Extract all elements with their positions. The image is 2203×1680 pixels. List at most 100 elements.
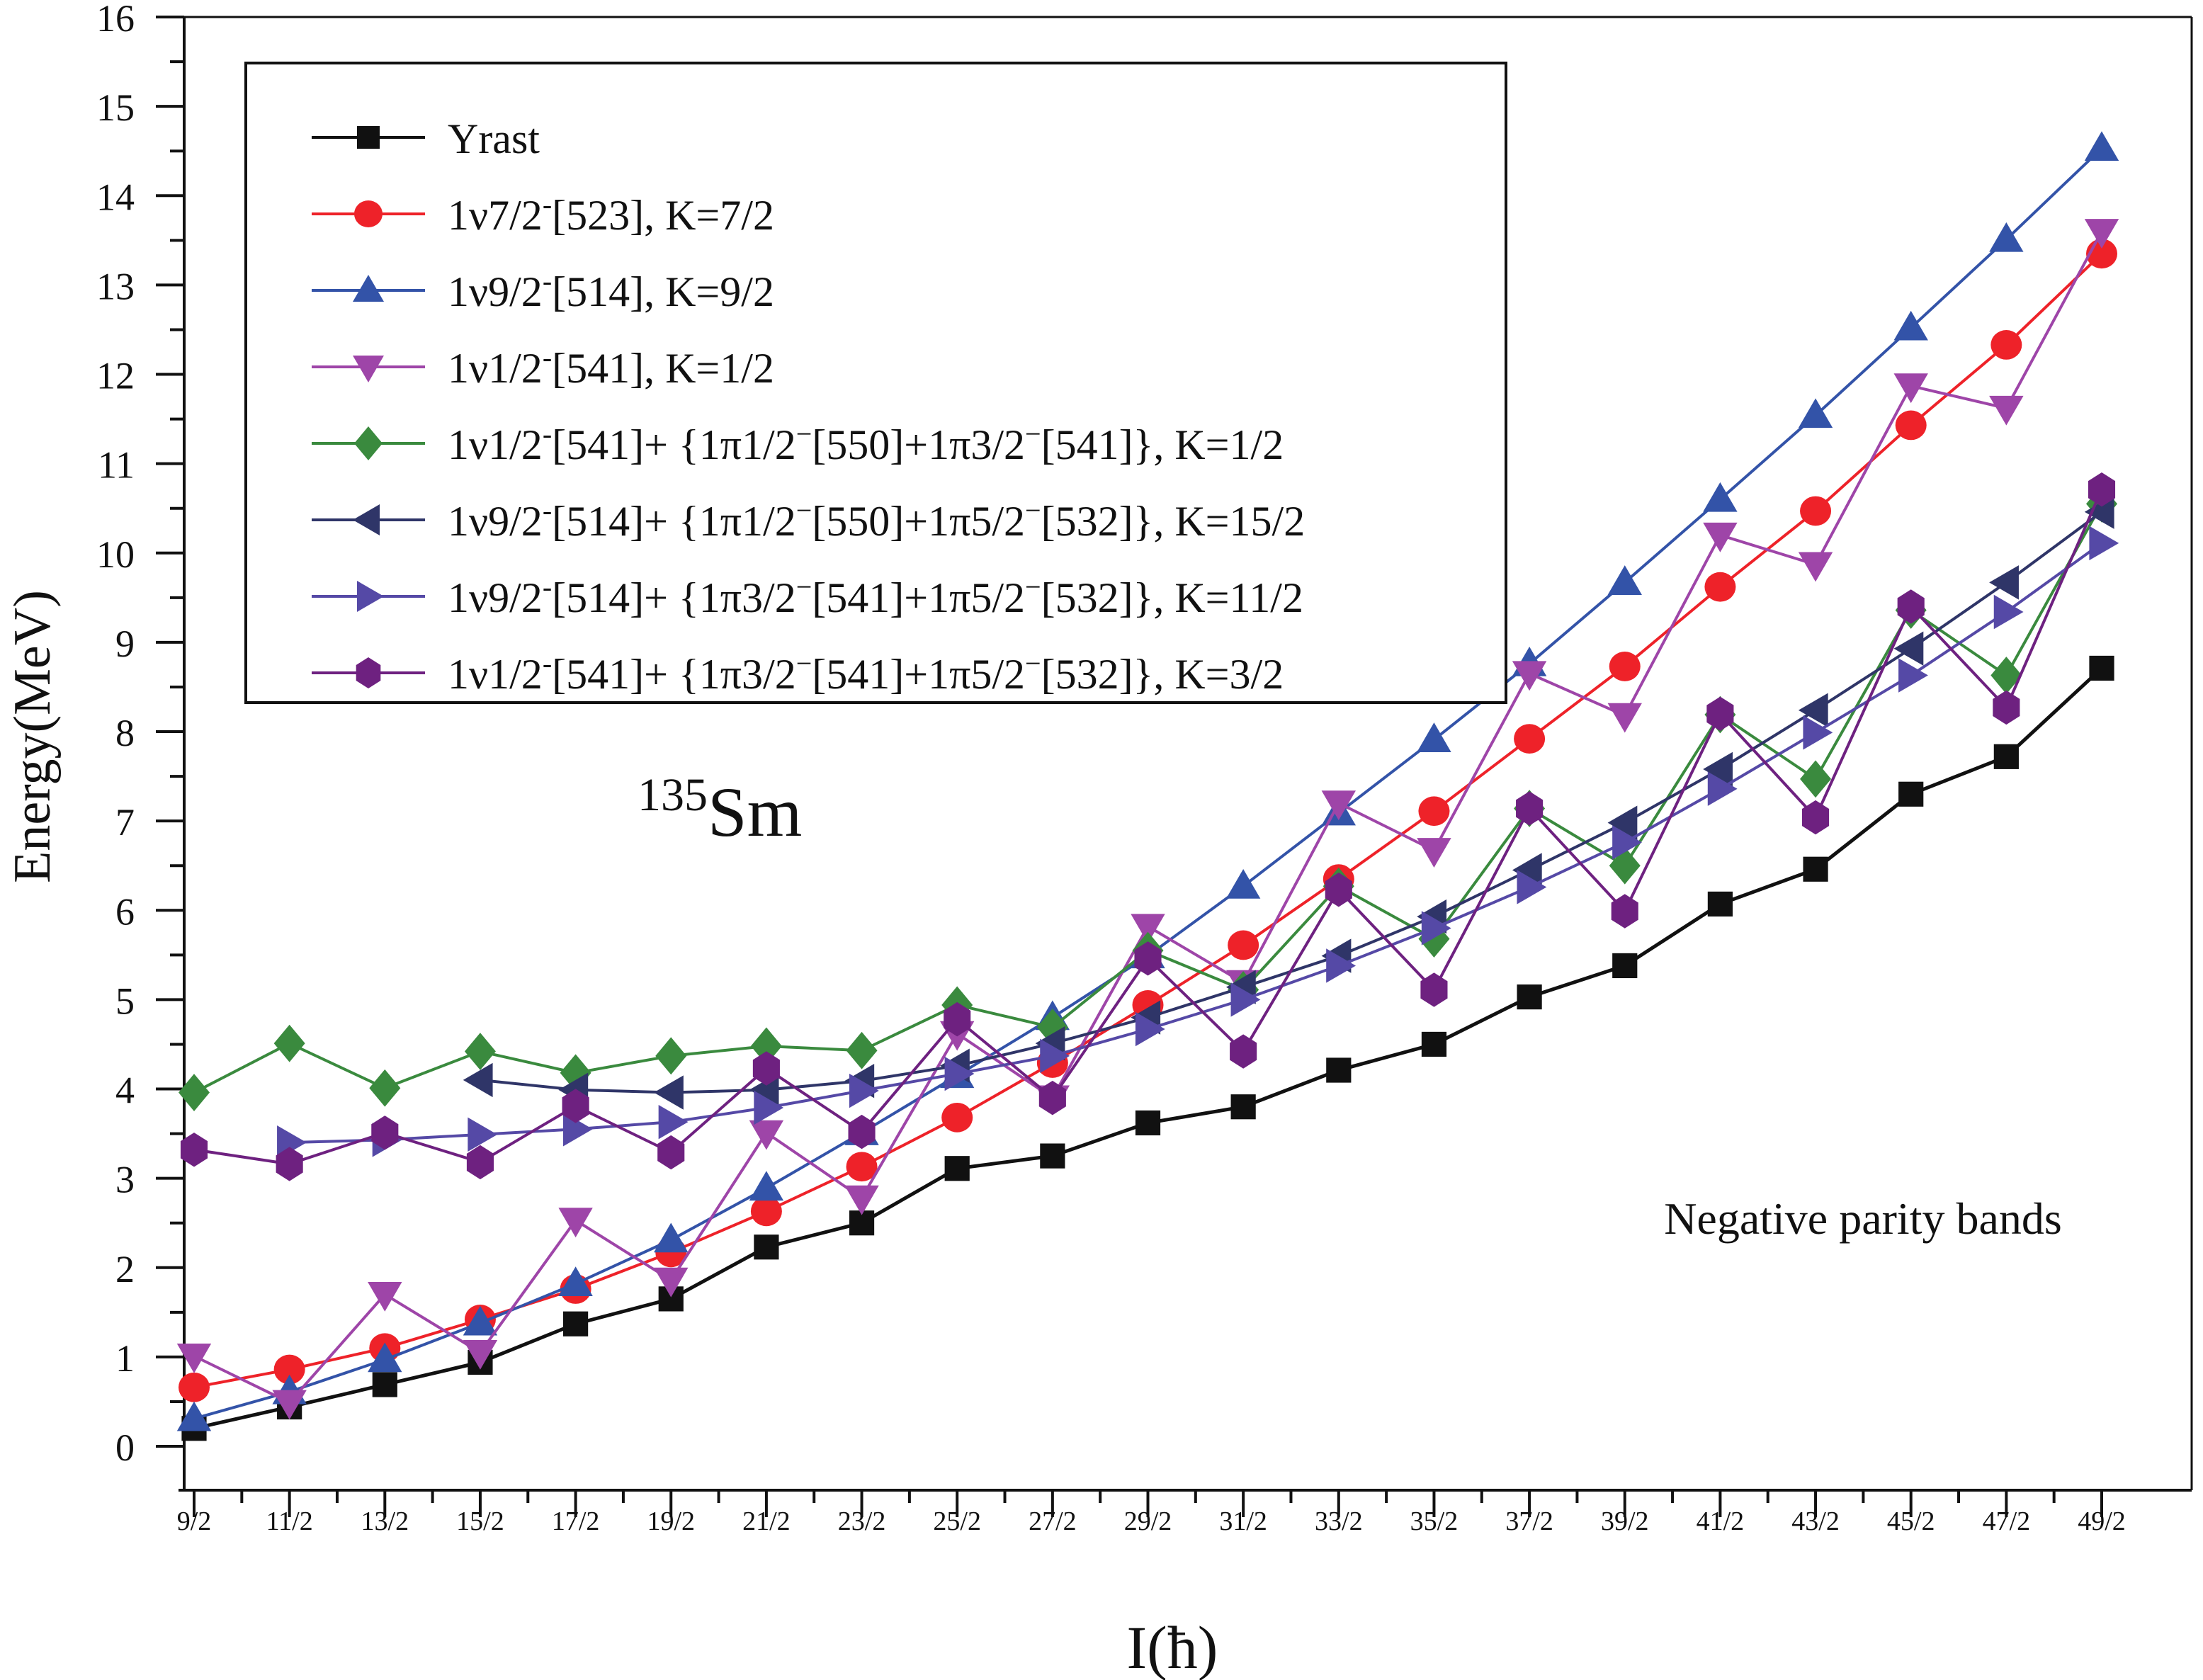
data-point: [658, 1104, 689, 1140]
data-point: [1704, 572, 1736, 602]
data-point: [846, 1152, 878, 1182]
data-point: [1993, 594, 2024, 630]
data-point: [180, 1133, 208, 1167]
data-point: [654, 1222, 689, 1253]
legend-label: 1ν9/2-[514]+ {1π3/2−[541]+1π5/2−[532]}, …: [448, 571, 1303, 622]
data-point: [1230, 1094, 1256, 1120]
data-point: [371, 1116, 399, 1150]
legend-marker: [354, 426, 383, 460]
negative-parity-note: Negative parity bands: [1664, 1193, 2062, 1244]
data-point: [1893, 310, 1928, 341]
data-point: [654, 1267, 689, 1298]
data-point: [1418, 920, 1450, 958]
data-point: [372, 1372, 397, 1397]
x-tick-label: 17/2: [552, 1506, 600, 1536]
data-point: [1421, 1031, 1447, 1057]
nucleus-mass: 135: [638, 769, 708, 821]
legend-item: 1ν1/2-[541]+ {1π3/2−[541]+1π5/2−[532]}, …: [312, 647, 1284, 698]
data-point: [1326, 948, 1356, 983]
x-tick-label: 33/2: [1315, 1506, 1363, 1536]
data-point: [844, 1185, 879, 1215]
y-tick-label: 15: [96, 86, 135, 129]
data-point: [1703, 482, 1738, 512]
x-tick-label: 29/2: [1124, 1506, 1172, 1536]
data-point: [1798, 398, 1833, 428]
legend-item: Yrast: [312, 115, 540, 162]
x-tick-label: 43/2: [1791, 1506, 1840, 1536]
data-point: [1040, 1143, 1065, 1169]
y-tick-label: 5: [115, 980, 135, 1022]
data-point: [1607, 565, 1642, 595]
data-point: [1134, 941, 1162, 976]
x-tick-label: 25/2: [933, 1506, 981, 1536]
legend-marker: [354, 200, 383, 227]
data-point: [463, 1305, 498, 1336]
data-point: [273, 1024, 305, 1062]
data-point: [655, 1037, 687, 1075]
y-tick-label: 4: [115, 1069, 135, 1112]
y-tick-label: 7: [115, 801, 135, 844]
data-point: [1326, 1057, 1352, 1083]
data-point: [1703, 522, 1738, 552]
legend-item: 1ν9/2-[514]+ {1π3/2−[541]+1π5/2−[532]}, …: [312, 571, 1303, 622]
y-tick-label: 11: [98, 444, 135, 487]
data-point: [1612, 825, 1642, 860]
y-tick-label: 16: [96, 0, 135, 40]
data-point: [1989, 395, 2024, 426]
data-point: [1800, 496, 1832, 526]
data-point: [749, 1171, 784, 1201]
data-point: [1898, 658, 1928, 693]
legend-marker: [353, 275, 384, 302]
data-point: [1609, 652, 1641, 681]
x-tick-label: 21/2: [742, 1506, 791, 1536]
data-point: [1225, 868, 1261, 899]
data-point: [1612, 953, 1638, 979]
y-tick-label: 12: [96, 355, 135, 397]
data-point: [1040, 1038, 1070, 1074]
y-tick-label: 2: [115, 1248, 135, 1290]
data-point: [468, 1117, 498, 1152]
data-point: [369, 1069, 401, 1107]
data-point: [2084, 219, 2119, 249]
legend-marker: [357, 126, 380, 149]
legend-item: 1ν9/2-[514]+ {1π1/2−[550]+1π5/2−[532]}, …: [312, 494, 1305, 545]
series-layer: [176, 131, 2119, 1441]
x-tick-label: 11/2: [266, 1506, 313, 1536]
y-tick-label: 9: [115, 623, 135, 665]
data-point: [657, 1135, 685, 1170]
data-point: [1135, 1110, 1161, 1136]
data-point: [1607, 703, 1642, 733]
nucleus-symbol: Sm: [708, 773, 802, 851]
data-point: [1230, 1034, 1257, 1069]
data-point: [1420, 972, 1448, 1007]
y-tick-label: 1: [115, 1337, 135, 1380]
data-point: [1421, 911, 1451, 946]
y-tick-label: 6: [115, 890, 135, 933]
legend-item: 1ν9/2-[514], K=9/2: [312, 265, 774, 316]
data-point: [1512, 661, 1547, 691]
data-point: [1517, 984, 1542, 1010]
data-point: [1703, 751, 1733, 787]
data-point: [754, 1235, 779, 1260]
data-point: [849, 1073, 879, 1108]
legend-item: 1ν1/2-[541]+ {1π1/2−[550]+1π3/2−[541]}, …: [312, 418, 1284, 468]
y-tick-label: 10: [96, 533, 135, 576]
data-point: [1607, 805, 1638, 840]
data-point: [750, 1027, 782, 1065]
data-point: [1893, 373, 1928, 404]
data-point: [1228, 930, 1259, 960]
data-point: [463, 1339, 498, 1370]
series-7: [277, 526, 2119, 1160]
legend-label: 1ν9/2-[514]+ {1π1/2−[550]+1π5/2−[532]}, …: [448, 494, 1305, 545]
x-tick-label: 23/2: [838, 1506, 886, 1536]
data-point: [466, 1145, 494, 1180]
data-point: [464, 1033, 496, 1070]
data-point: [944, 1001, 971, 1037]
data-point: [1798, 693, 1828, 727]
data-point: [1417, 722, 1451, 752]
data-point: [1990, 657, 2022, 694]
data-point: [1707, 771, 1738, 806]
legend-label: 1ν9/2-[514], K=9/2: [448, 265, 774, 316]
legend-item: 1ν7/2-[523], K=7/2: [312, 188, 774, 239]
data-point: [563, 1112, 593, 1147]
